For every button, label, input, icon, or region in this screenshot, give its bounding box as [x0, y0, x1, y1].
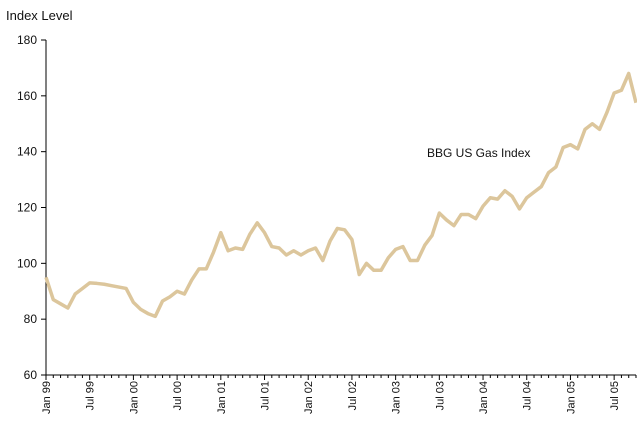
- x-tick-label: Jan 02: [303, 381, 315, 414]
- annotation: BBG US Gas Index: [427, 146, 530, 160]
- y-tick-label: 180: [17, 33, 37, 47]
- y-tick-label: 80: [24, 312, 38, 326]
- x-tick-label: Jan 00: [128, 381, 140, 414]
- x-tick-label: Jan 01: [216, 381, 228, 414]
- x-tick-label: Jul 01: [260, 381, 272, 410]
- x-tick-label: Jul 00: [172, 381, 184, 410]
- x-tick-label: Jul 02: [347, 381, 359, 410]
- y-tick-label: 60: [24, 368, 38, 382]
- x-tick-label: Jan 05: [565, 381, 577, 414]
- y-tick-label: 140: [17, 145, 37, 159]
- y-tick-label: 160: [17, 89, 37, 103]
- x-tick-label: Jul 99: [85, 381, 97, 410]
- x-tick-label: Jul 03: [434, 381, 446, 410]
- y-tick-label: 120: [17, 201, 37, 215]
- y-axis-label: Index Level: [6, 8, 73, 23]
- x-tick-label: Jan 04: [478, 381, 490, 414]
- x-tick-label: Jan 03: [391, 381, 403, 414]
- x-tick-label: Jul 05: [609, 381, 621, 410]
- y-tick-label: 100: [17, 256, 37, 270]
- data-line: [44, 71, 637, 319]
- x-tick-label: Jan 99: [41, 381, 53, 414]
- x-tick-label: Jul 04: [522, 381, 534, 410]
